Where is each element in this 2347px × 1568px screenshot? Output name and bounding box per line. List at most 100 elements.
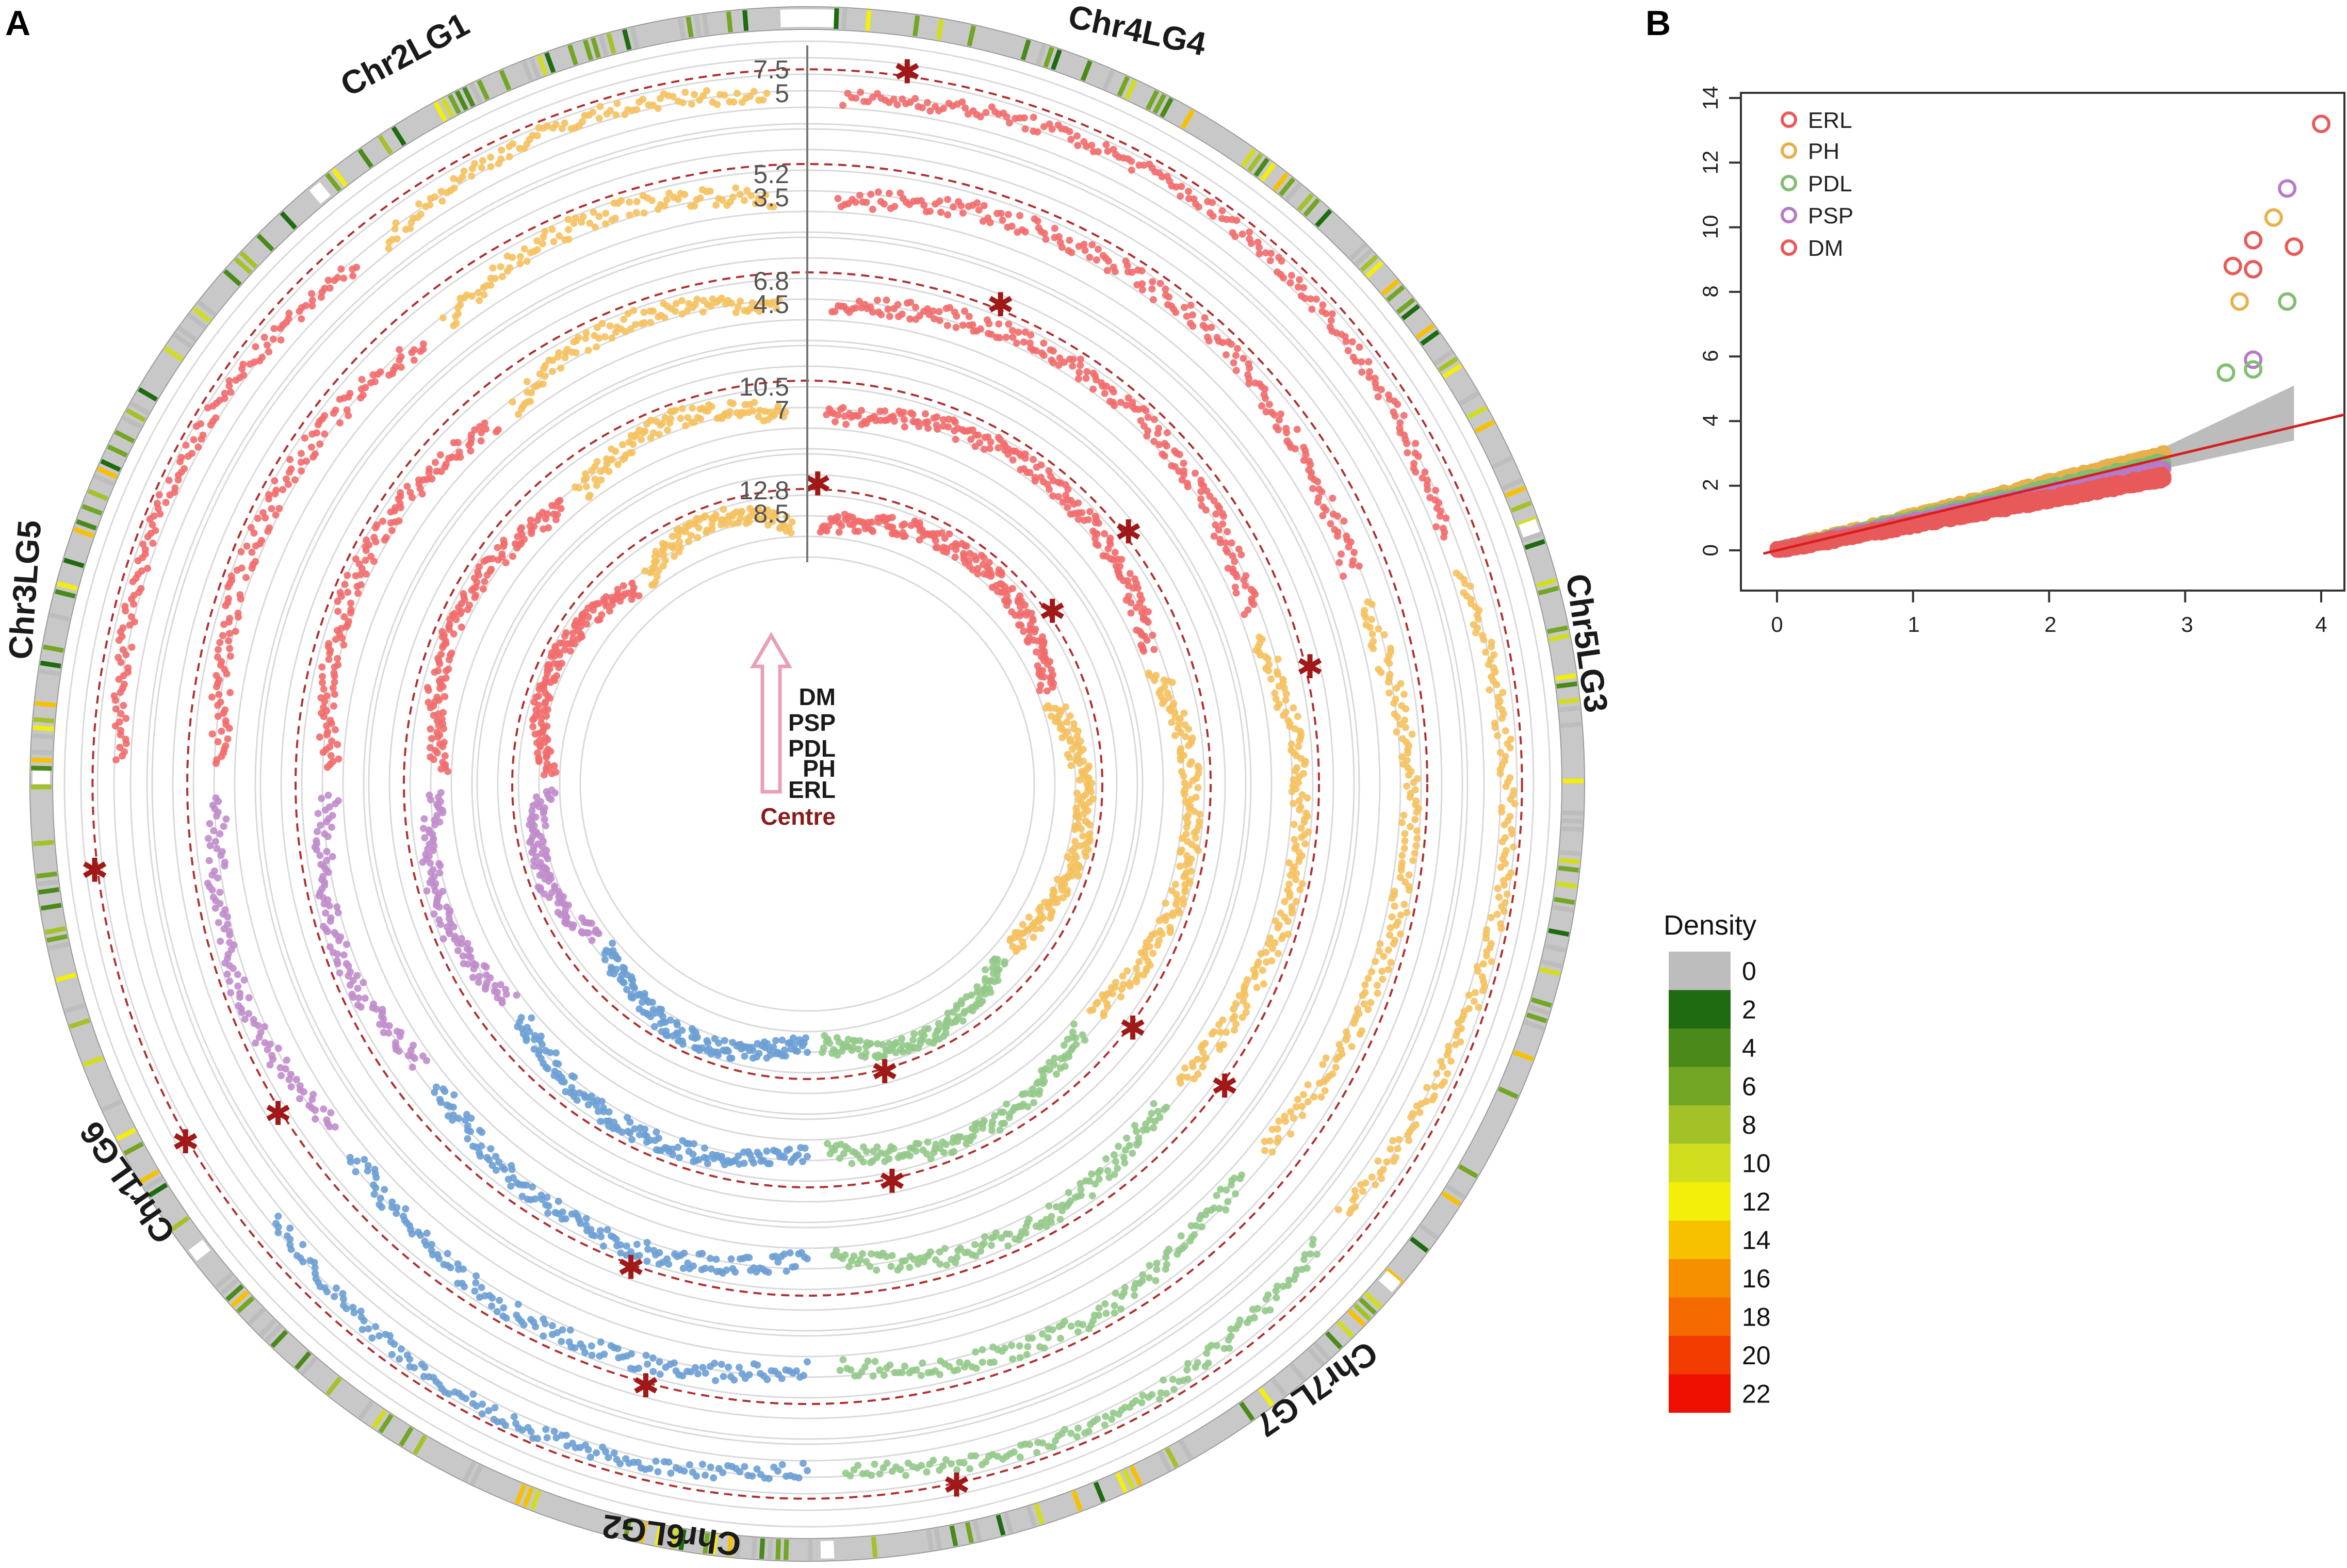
snp-point: [1189, 322, 1197, 330]
density-bin: [247, 1307, 266, 1326]
snp-point: [1416, 1108, 1424, 1116]
snp-point: [678, 297, 686, 305]
snp-point: [321, 830, 329, 838]
snp-point: [1177, 756, 1185, 764]
snp-point: [1233, 345, 1241, 352]
snp-point: [357, 581, 365, 589]
snp-point: [925, 1038, 933, 1046]
snp-point: [868, 1250, 875, 1257]
snp-point: [491, 988, 498, 995]
snp-point: [223, 970, 231, 978]
snp-point: [1217, 1185, 1225, 1193]
snp-point: [397, 489, 404, 497]
snp-point: [828, 1145, 836, 1152]
density-bin: [223, 269, 242, 286]
snp-point: [545, 524, 552, 532]
snp-point: [959, 321, 967, 329]
snp-point: [1376, 940, 1384, 948]
snp-point: [754, 1149, 761, 1156]
snp-point: [331, 929, 338, 937]
snp-point: [236, 591, 244, 599]
snp-point: [171, 484, 179, 492]
snp-point: [974, 431, 982, 439]
snp-point: [869, 308, 876, 316]
snp-point: [1233, 217, 1241, 224]
snp-point: [1004, 1242, 1012, 1250]
snp-point: [548, 1322, 556, 1330]
snp-point: [552, 121, 560, 128]
snp-point: [641, 1131, 648, 1139]
density-bin: [357, 148, 373, 168]
snp-point: [480, 291, 488, 299]
snp-point: [871, 1460, 878, 1468]
snp-point: [494, 426, 502, 434]
snp-point: [1491, 724, 1499, 731]
snp-point: [1081, 1036, 1089, 1044]
snp-point: [340, 613, 348, 620]
snp-point: [400, 1213, 408, 1220]
snp-point: [1342, 338, 1350, 345]
snp-point: [593, 1449, 600, 1457]
snp-point: [684, 537, 692, 545]
snp-point: [430, 910, 438, 918]
snp-point: [1196, 810, 1203, 818]
snp-point: [1055, 1322, 1063, 1330]
snp-point: [1140, 647, 1148, 655]
snp-point: [644, 1360, 651, 1368]
snp-point: [963, 1140, 970, 1148]
snp-point: [973, 988, 981, 996]
snp-point: [1186, 1237, 1194, 1245]
snp-point: [435, 860, 443, 868]
density-bin: [440, 97, 454, 118]
snp-point: [1220, 1345, 1228, 1352]
panel-a-label: A: [5, 4, 30, 43]
snp-point: [1162, 1265, 1169, 1273]
snp-point: [1294, 1096, 1301, 1103]
snp-point: [459, 952, 467, 960]
density-bin: [1020, 39, 1031, 61]
snp-point: [423, 684, 431, 691]
snp-point: [1278, 935, 1285, 942]
snp-point: [888, 1467, 896, 1475]
snp-point: [1038, 1330, 1046, 1338]
snp-point: [910, 1030, 918, 1038]
snp-point: [754, 1040, 761, 1048]
snp-point: [426, 465, 433, 473]
snp-point: [489, 264, 497, 272]
density-bin: [1541, 959, 1563, 969]
snp-point: [1177, 729, 1184, 737]
snp-point: [763, 506, 771, 514]
snp-point: [397, 363, 405, 371]
snp-point: [671, 552, 678, 560]
snp-point: [608, 963, 615, 971]
density-bin: [76, 519, 97, 531]
snp-point: [1066, 236, 1073, 244]
density-bin: [1433, 350, 1454, 366]
snp-point: [755, 505, 763, 513]
snp-point: [637, 1124, 644, 1132]
snp-point: [1049, 683, 1056, 691]
snp-point: [924, 424, 932, 432]
snp-point: [1261, 1137, 1268, 1145]
snp-point: [924, 1138, 932, 1146]
snp-point: [624, 1128, 632, 1135]
snp-point: [165, 477, 173, 484]
snp-point: [1168, 679, 1176, 686]
snp-point: [1110, 1409, 1117, 1417]
snp-point: [415, 200, 423, 208]
density-bin: [514, 1483, 527, 1505]
snp-point: [149, 540, 157, 547]
snp-point: [1047, 705, 1054, 712]
snp-point: [306, 1257, 314, 1264]
snp-point: [702, 1472, 709, 1479]
snp-point: [628, 1136, 635, 1144]
snp-point: [463, 945, 471, 953]
snp-point: [642, 1351, 650, 1359]
snp-point: [763, 1054, 771, 1062]
density-bin: [544, 52, 556, 73]
snp-point: [388, 1198, 396, 1206]
snp-point: [937, 208, 944, 216]
snp-point: [1215, 1021, 1223, 1028]
snp-point: [1387, 924, 1394, 932]
snp-point: [327, 716, 334, 724]
